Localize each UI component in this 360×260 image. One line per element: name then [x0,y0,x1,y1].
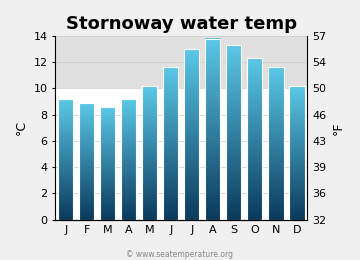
Bar [289,86,305,220]
Y-axis label: °C: °C [15,120,28,135]
Bar [205,38,220,220]
Y-axis label: °F: °F [332,121,345,135]
Bar [247,58,262,220]
Bar [58,99,73,220]
Title: Stornoway water temp: Stornoway water temp [66,15,297,33]
Bar [268,67,284,220]
Bar [226,45,242,220]
Bar [100,107,116,220]
Bar [79,103,94,220]
Text: © www.seatemperature.org: © www.seatemperature.org [126,250,234,259]
Bar [163,67,179,220]
Bar [184,49,199,220]
Bar [55,36,307,88]
Bar [142,86,157,220]
Bar [121,99,136,220]
